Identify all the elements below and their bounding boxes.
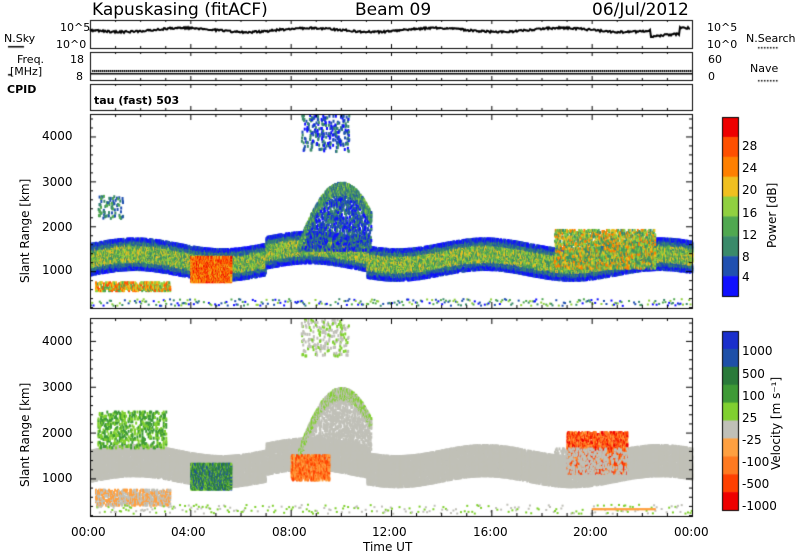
xtick: 00:00 [674, 525, 709, 539]
velocity-cb-tick: 25 [742, 411, 758, 425]
velocity-cb-tick: -1000 [742, 499, 777, 513]
velocity-cb-tick: -25 [742, 433, 762, 447]
velocity-ytick: 1000 [42, 471, 73, 485]
velocity-ylabel: Slant Range [km] [18, 382, 32, 487]
nsky-label: N.Sky [4, 32, 36, 45]
cpid-label: CPID [7, 83, 37, 96]
station-title: Kapuskasing (fitACF) [92, 0, 268, 20]
velocity-cb-tick: 500 [742, 367, 765, 381]
power-ytick: 2000 [42, 220, 73, 234]
xtick: 04:00 [171, 525, 206, 539]
date-title: 06/Jul/2012 [592, 0, 689, 20]
velocity-ytick: 2000 [42, 426, 73, 440]
freq-left-tick-high: 18 [70, 53, 84, 66]
power-cb-tick: 12 [742, 228, 758, 242]
power-cb-tick: 20 [742, 183, 758, 197]
cpid-mode: tau (fast) 503 [94, 94, 180, 107]
freq-left-tick-low: 8 [76, 70, 83, 83]
xtick: 00:00 [71, 525, 106, 539]
velocity-cb-tick: 100 [742, 389, 765, 403]
power-colorbar-label: Power [dB] [765, 182, 779, 248]
power-cb-tick: 28 [742, 139, 758, 153]
freq-label: Freq. [17, 53, 45, 66]
sky-left-tick-low: 10^0 [56, 38, 87, 51]
power-cb-tick: 16 [742, 206, 758, 220]
freq-right-tick-high: 60 [708, 53, 722, 66]
sky-left-tick-high: 10^5 [60, 21, 91, 34]
power-cb-tick: 24 [742, 161, 758, 175]
power-cb-tick: 8 [742, 250, 750, 264]
freq-unit: [MHz] [10, 65, 43, 78]
xtick: 08:00 [272, 525, 307, 539]
xtick: 16:00 [473, 525, 508, 539]
nave-label: Nave [750, 62, 779, 75]
power-ylabel: Slant Range [km] [18, 178, 32, 283]
nsearch-label: N.Search [746, 32, 796, 45]
power-ytick: 4000 [42, 129, 73, 143]
power-cb-tick: 4 [742, 270, 750, 284]
freq-right-tick-low: 0 [708, 70, 715, 83]
velocity-cb-tick: -500 [742, 477, 770, 491]
xlabel: Time UT [363, 540, 413, 554]
velocity-ytick: 4000 [42, 334, 73, 348]
velocity-cb-tick: 1000 [742, 344, 773, 358]
velocity-cb-tick: -100 [742, 455, 770, 469]
beam-title: Beam 09 [355, 0, 432, 20]
sky-right-tick-low: 10^0 [707, 38, 738, 51]
power-ytick: 1000 [42, 263, 73, 277]
velocity-colorbar-label: Velocity [m s⁻¹] [769, 376, 783, 470]
power-ytick: 3000 [42, 175, 73, 189]
sky-right-tick-high: 10^5 [707, 21, 738, 34]
velocity-ytick: 3000 [42, 380, 73, 394]
xtick: 12:00 [372, 525, 407, 539]
xtick: 20:00 [573, 525, 608, 539]
